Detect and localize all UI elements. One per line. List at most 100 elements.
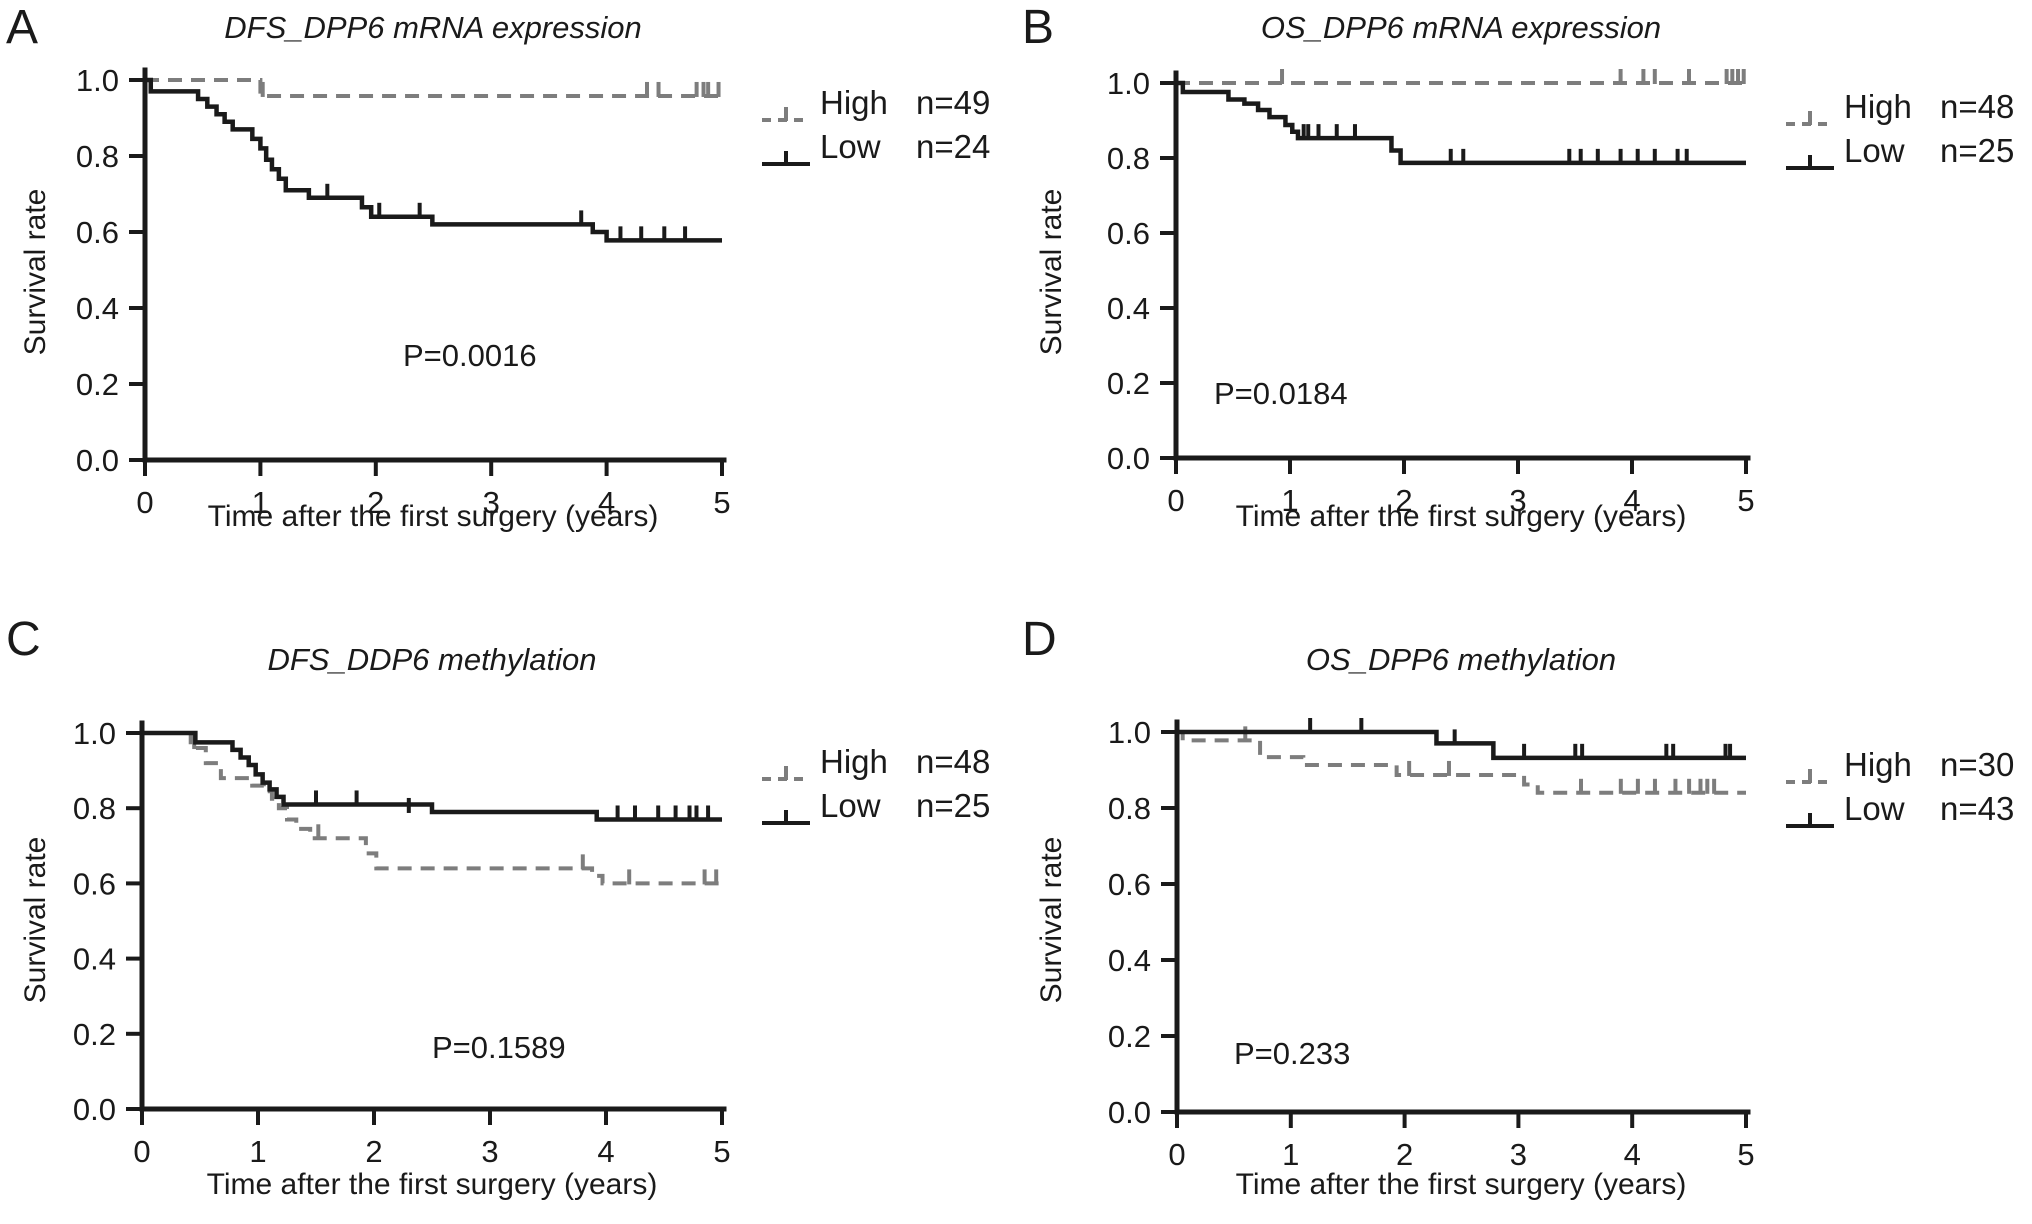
x-tick-label: 2: [367, 485, 384, 520]
x-tick-label: 3: [483, 485, 500, 520]
y-tick-label: 0.6: [73, 866, 116, 901]
y-tick-label: 0.4: [1107, 291, 1150, 326]
legend-symbol-high: [762, 766, 810, 781]
y-axis-label: Survival rate: [1035, 836, 1068, 1004]
x-tick-label: 0: [1167, 483, 1184, 518]
legend-label: High: [1844, 88, 1912, 125]
y-axis-label: Survival rate: [19, 836, 52, 1004]
y-tick-label: 0.2: [73, 1017, 116, 1052]
p-value-label: P=0.0184: [1214, 376, 1348, 411]
km-plot-a: 0.0 0.2 0.4 0.6 0.8 1.0 0 1 2 3 4 5: [76, 63, 810, 520]
panel-letter: B: [1022, 1, 1055, 54]
x-axis-label: Time after the first surgery (years): [206, 1168, 658, 1201]
x-tick-label: 4: [598, 485, 615, 520]
panel-title: OS_DPP6 mRNA expression: [1260, 10, 1662, 45]
legend-count: n=48: [916, 743, 991, 780]
y-tick-label: 0.4: [1108, 943, 1151, 978]
y-tick-label: 0.2: [1107, 366, 1150, 401]
panel-a: 0.0 0.2 0.4 0.6 0.8 1.0 0 1 2 3 4 5 A DFS_DPP6 mRNA…: [0, 0, 1016, 612]
p-value-label: P=0.1589: [432, 1030, 566, 1065]
series-high: [142, 731, 722, 886]
x-tick-label: 5: [713, 485, 730, 520]
axes: 0.0 0.2 0.4 0.6 0.8 1.0 0 1 2 3 4 5: [1107, 66, 1755, 518]
legend-symbol-low: [762, 810, 810, 825]
km-plot-b: 0.0 0.2 0.4 0.6 0.8 1.0 0 1 2 3 4 5: [1107, 66, 1834, 518]
y-tick-label: 0.8: [1108, 791, 1151, 826]
y-tick-label: 1.0: [1107, 66, 1150, 101]
legend-item-high: High n=48: [1844, 88, 2032, 128]
y-tick-label: 0.8: [76, 139, 119, 174]
x-tick-label: 4: [597, 1134, 614, 1169]
x-tick-label: 4: [1623, 483, 1640, 518]
legend-label: Low: [820, 787, 881, 824]
panel-letter: D: [1022, 613, 1057, 666]
x-tick-label: 1: [1281, 483, 1298, 518]
axes: 0.0 0.2 0.4 0.6 0.8 1.0 0 1 2 3 4 5: [73, 716, 731, 1169]
series-low: [145, 77, 722, 243]
y-tick-label: 0.0: [76, 443, 119, 478]
panel-letter: C: [6, 613, 41, 666]
y-tick-label: 0.6: [1108, 867, 1151, 902]
x-tick-label: 5: [1737, 483, 1754, 518]
y-tick-label: 0.0: [73, 1092, 116, 1127]
x-tick-label: 1: [249, 1134, 266, 1169]
axes: 0.0 0.2 0.4 0.6 0.8 1.0 0 1 2 3 4 5: [1108, 715, 1755, 1172]
km-plot-c: 0.0 0.2 0.4 0.6 0.8 1.0 0 1 2 3 4 5: [73, 716, 810, 1169]
series-low: [1177, 718, 1746, 761]
y-tick-label: 1.0: [1108, 715, 1151, 750]
y-tick-label: 0.6: [1107, 216, 1150, 251]
legend-label: High: [820, 743, 888, 780]
km-plot-d: 0.0 0.2 0.4 0.6 0.8 1.0 0 1 2 3 4 5: [1108, 715, 1834, 1172]
panel-b: 0.0 0.2 0.4 0.6 0.8 1.0 0 1 2 3 4 5 B OS_DPP6 mRNA …: [1016, 0, 2032, 612]
y-tick-label: 0.4: [73, 942, 116, 977]
series-low: [1176, 80, 1746, 166]
p-value-label: P=0.0016: [403, 338, 537, 373]
legend-item-high: High n=48: [820, 743, 1080, 783]
legend-item-high: High n=30: [1844, 746, 2032, 786]
panel-title: DFS_DDP6 methylation: [267, 642, 597, 677]
legend-count: n=43: [1940, 790, 2015, 827]
panel-title: DFS_DPP6 mRNA expression: [224, 10, 642, 45]
x-tick-label: 5: [1737, 1137, 1754, 1172]
x-tick-label: 3: [481, 1134, 498, 1169]
legend-label: Low: [820, 128, 881, 165]
x-tick-label: 4: [1624, 1137, 1641, 1172]
panel-letter: A: [6, 1, 39, 54]
y-axis-label: Survival rate: [19, 188, 52, 356]
legend-symbol-low: [1786, 813, 1834, 828]
legend-item-low: Low n=25: [1844, 132, 2032, 172]
y-tick-label: 1.0: [76, 63, 119, 98]
axes: 0.0 0.2 0.4 0.6 0.8 1.0 0 1 2 3 4 5: [76, 63, 731, 520]
y-tick-label: 0.4: [76, 291, 119, 326]
legend-label: Low: [1844, 132, 1905, 169]
y-tick-label: 1.0: [73, 716, 116, 751]
x-tick-label: 2: [1395, 483, 1412, 518]
legend-label: Low: [1844, 790, 1905, 827]
y-tick-label: 0.2: [1108, 1019, 1151, 1054]
series-low: [142, 730, 722, 822]
y-tick-label: 0.8: [73, 791, 116, 826]
x-tick-label: 1: [1282, 1137, 1299, 1172]
legend-count: n=25: [1940, 132, 2015, 169]
x-tick-label: 3: [1509, 483, 1526, 518]
y-tick-label: 0.2: [76, 367, 119, 402]
series-high: [145, 78, 722, 98]
series-high: [1177, 726, 1746, 795]
x-tick-label: 2: [1396, 1137, 1413, 1172]
legend-count: n=24: [916, 128, 991, 165]
series-high: [1176, 69, 1746, 85]
y-tick-label: 0.8: [1107, 141, 1150, 176]
y-tick-label: 0.6: [76, 215, 119, 250]
legend-symbol-low: [762, 151, 810, 166]
x-tick-label: 2: [365, 1134, 382, 1169]
legend-symbol-high: [762, 107, 810, 122]
legend-count: n=48: [1940, 88, 2015, 125]
legend-symbol-high: [1786, 111, 1834, 126]
x-tick-label: 0: [133, 1134, 150, 1169]
legend-label: High: [820, 84, 888, 121]
x-tick-label: 1: [252, 485, 269, 520]
x-axis-label: Time after the first surgery (years): [1235, 500, 1687, 533]
y-tick-label: 0.0: [1108, 1095, 1151, 1130]
y-axis-label: Survival rate: [1035, 188, 1068, 356]
